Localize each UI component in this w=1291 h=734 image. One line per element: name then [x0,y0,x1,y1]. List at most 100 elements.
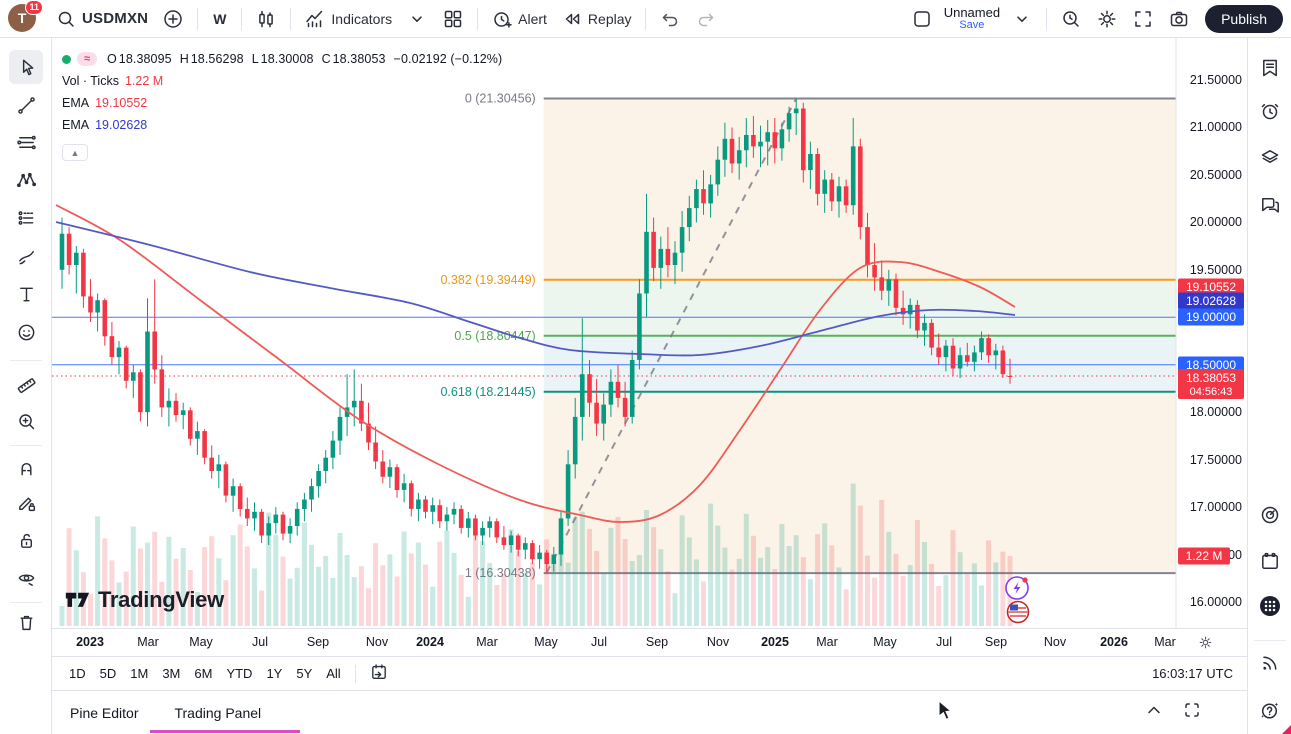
toolbar-separator [477,7,479,30]
indicators-dropdown-button[interactable] [399,4,435,34]
publish-button[interactable]: Publish [1205,4,1283,33]
toolbar-separator [10,602,42,603]
time-axis-label: Sep [306,635,330,649]
replay-button[interactable]: Replay [554,4,639,34]
svg-text:1.22 M: 1.22 M [1186,549,1223,563]
alert-button[interactable]: Alert [484,4,554,34]
range-1y[interactable]: 1Y [259,661,289,686]
grid-layout-icon [442,8,464,30]
range-ytd[interactable]: YTD [219,661,259,686]
chart-style-button[interactable] [248,4,284,34]
layout-select-button[interactable] [904,4,940,34]
gear-icon [1096,8,1118,30]
svg-text:19.02628: 19.02628 [1186,294,1236,308]
time-axis-label: 2026 [1100,635,1128,649]
axis-settings-gear-icon[interactable] [1198,635,1213,653]
tool-emoji[interactable] [9,315,43,349]
sidebar-alarm[interactable] [1253,94,1287,128]
tool-zoom-in[interactable] [9,404,43,438]
alert-clock-icon [491,8,513,30]
save-label[interactable]: Save [959,18,985,31]
tool-trend-line[interactable] [9,88,43,122]
panel-expand-icon[interactable] [1143,699,1165,726]
candlestick-icon [255,8,277,30]
redo-button[interactable] [688,4,724,34]
layout-templates-button[interactable] [435,4,471,34]
layout-dropdown-button[interactable] [1004,4,1040,34]
sidebar-apps-grid[interactable] [1253,589,1287,623]
svg-text:21.50000: 21.50000 [1190,73,1242,87]
tool-horizontal-lines[interactable] [9,125,43,159]
snapshot-button[interactable] [1161,4,1197,34]
layout-name-button[interactable]: Unnamed Save [940,6,1004,31]
fullscreen-button[interactable] [1125,4,1161,34]
quick-search-icon [1060,8,1082,30]
svg-text:19.50000: 19.50000 [1190,263,1242,277]
interval-button[interactable]: W [204,7,235,31]
quick-search-button[interactable] [1053,4,1089,34]
chart-settings-button[interactable] [1089,4,1125,34]
replay-icon [561,8,583,30]
time-axis[interactable]: 2023 Mar May Jul Sep Nov 2024 Mar May Jul Sep Nov 20… [52,628,1247,656]
range-1d[interactable]: 1D [62,661,93,686]
volume-legend-row[interactable]: Vol · Ticks 1.22 M [62,70,504,92]
range-1m[interactable]: 1M [123,661,155,686]
sidebar-broadcast[interactable] [1253,646,1287,680]
svg-text:19.00000: 19.00000 [1186,310,1236,324]
compare-add-button[interactable] [155,4,191,34]
chevron-down-icon [1011,8,1033,30]
ema2-value: 19.02628 [95,118,148,132]
sidebar-help[interactable] [1253,693,1287,727]
indicators-button[interactable]: Indicators [297,4,399,34]
time-axis-label: Jul [936,635,952,649]
range-6m[interactable]: 6M [187,661,219,686]
drawing-toolbar [0,38,52,734]
svg-text:19.10552: 19.10552 [1186,280,1236,294]
panel-maximize-icon[interactable] [1181,699,1203,726]
search-icon [55,8,77,30]
sidebar-watchlist[interactable] [1253,51,1287,85]
user-menu-button[interactable]: T 11 [8,0,43,34]
sidebar-calendar[interactable] [1253,544,1287,578]
tool-cursor[interactable] [9,50,43,84]
chevron-down-icon [406,8,428,30]
tool-edit-lock[interactable] [9,486,43,520]
clock-utc[interactable]: 16:03:17 UTC [1152,666,1233,681]
symbol-name: USDMXN [82,10,149,27]
ema2-legend-row[interactable]: EMA 19.02628 [62,114,504,136]
time-axis-label: May [189,635,213,649]
sidebar-layers[interactable] [1253,141,1287,175]
symbol-legend-row[interactable]: ≈ O 18.38095 H 18.56298 L 18.30008 C 18.38053 −0… [62,48,504,70]
tool-lock[interactable] [9,523,43,557]
goto-date-button[interactable] [363,660,395,687]
range-all[interactable]: All [319,661,347,686]
tab-trading-panel[interactable]: Trading Panel [174,704,262,721]
toolbar-separator [10,445,42,446]
undo-button[interactable] [652,4,688,34]
toolbar-separator [10,360,42,361]
symbol-search-button[interactable]: USDMXN [48,4,155,34]
range-5y[interactable]: 5Y [289,661,319,686]
time-axis-label: May [873,635,897,649]
range-5d[interactable]: 5D [93,661,124,686]
svg-text:0.382 (19.39449): 0.382 (19.39449) [440,273,535,287]
indicators-icon [304,8,326,30]
replay-label: Replay [587,10,632,27]
sidebar-gauge[interactable] [1253,498,1287,532]
tab-pine-editor[interactable]: Pine Editor [70,704,139,721]
sidebar-chat[interactable] [1253,188,1287,222]
legend-collapse-button[interactable]: ▲ [62,144,88,161]
range-3m[interactable]: 3M [155,661,187,686]
tool-trash[interactable] [9,605,43,639]
approx-data-badge: ≈ [77,52,98,66]
toolbar-separator [354,664,356,683]
tool-xabcd-pattern[interactable] [9,163,43,197]
tool-ruler[interactable] [9,366,43,400]
chart-canvas[interactable]: 0 (21.30456) 0.382 (19.39449) 0.5 (18.8044… [52,38,1247,628]
tool-eye-hide[interactable] [9,561,43,595]
tool-text[interactable] [9,277,43,311]
tool-brush[interactable] [9,239,43,273]
tool-magnet[interactable] [9,450,43,484]
ema1-legend-row[interactable]: EMA 19.10552 [62,92,504,114]
tool-forecast[interactable] [9,201,43,235]
